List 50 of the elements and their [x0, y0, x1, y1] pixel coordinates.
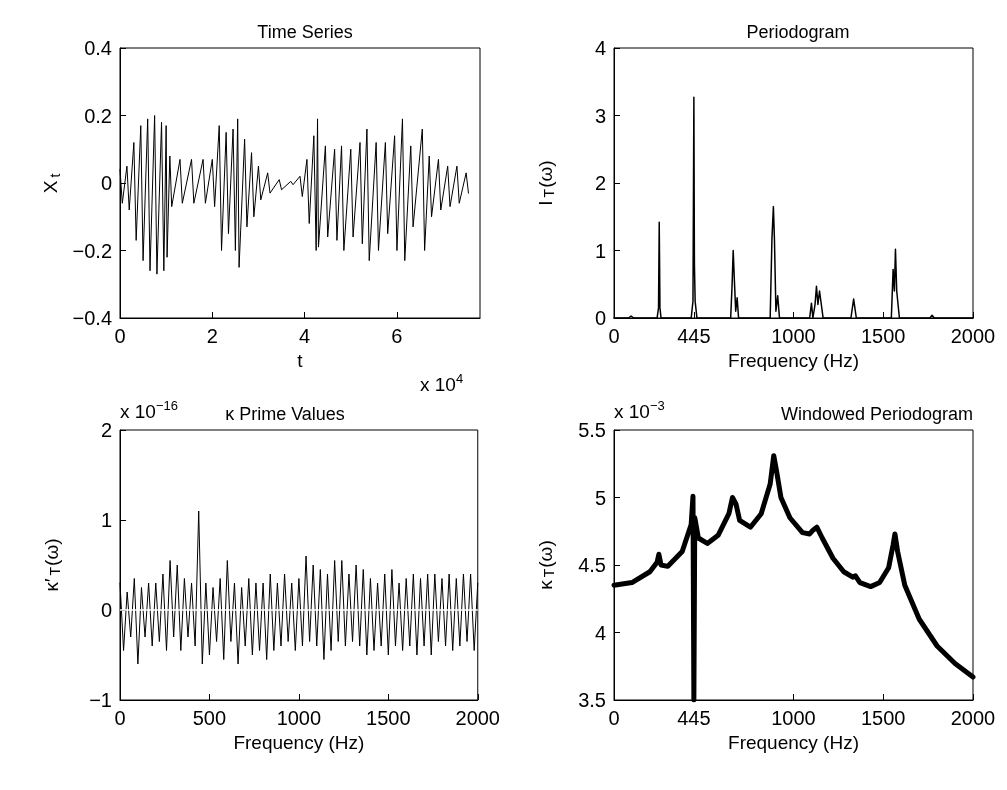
y-tick-label: 3: [594, 104, 606, 127]
y-tick-label: 1: [100, 509, 112, 531]
y-tick-label: 3.5: [578, 689, 606, 711]
y-tick-label: 5.5: [578, 419, 606, 441]
chart-title: Windowed Periodogram: [780, 404, 974, 424]
y-tick-label: 0: [100, 172, 112, 194]
x-axis-title: Frequency (Hz): [728, 731, 859, 753]
y-tick-label: 0.4: [84, 37, 112, 59]
x-tick-label: 0: [114, 707, 126, 729]
y-axis-title: κT(ω): [534, 540, 557, 590]
x-tick-label: 445: [677, 325, 711, 347]
y-tick-label: −1: [89, 689, 112, 711]
x-tick-label: 0: [114, 325, 126, 347]
chart-title: κ Prime Values: [225, 404, 345, 424]
x-tick-label: 2: [206, 325, 218, 347]
x-tick-label: 1500: [861, 325, 906, 347]
y-tick-label: 4: [594, 621, 606, 644]
x-tick-label: 1500: [861, 707, 906, 729]
y-axis-title: IT(ω): [534, 160, 557, 206]
y-tick-label: 0: [594, 307, 606, 329]
x-axis-title: t: [297, 349, 304, 371]
x-tick-label: 2000: [455, 707, 500, 729]
y-tick-label: −0.2: [72, 239, 112, 262]
y-tick-label: 2: [594, 172, 606, 194]
x-tick-label: 6: [391, 325, 403, 347]
x-tick-label: 445: [677, 707, 711, 729]
chart-title: Periodogram: [746, 22, 850, 42]
x-tick-label: 1000: [771, 325, 816, 347]
chart-title: Time Series: [257, 22, 353, 42]
y-tick-label: 5: [594, 486, 606, 509]
y-tick-label: 4: [594, 37, 606, 59]
x-tick-label: 500: [192, 707, 227, 729]
y-tick-label: 0: [100, 599, 112, 621]
x-tick-label: 4: [299, 325, 311, 347]
y-tick-label: −0.4: [72, 307, 112, 329]
x-tick-label: 1500: [366, 707, 411, 729]
x-tick-label: 0: [608, 325, 620, 347]
y-tick-label: 0.2: [84, 104, 112, 127]
x-tick-label: 1000: [771, 707, 816, 729]
x-axis-title: Frequency (Hz): [728, 349, 859, 371]
x-tick-label: 2000: [950, 707, 996, 729]
y-tick-label: 1: [594, 239, 606, 262]
x-tick-label: 2000: [950, 325, 996, 347]
x-tick-label: 1000: [276, 707, 322, 729]
y-axis-title: κ′T(ω): [40, 538, 63, 592]
y-tick-label: 4.5: [578, 554, 606, 576]
y-tick-label: 2: [100, 419, 112, 441]
x-axis-title: Frequency (Hz): [233, 731, 365, 753]
y-axis-title: Xt: [40, 173, 63, 194]
x-tick-label: 0: [608, 707, 620, 729]
